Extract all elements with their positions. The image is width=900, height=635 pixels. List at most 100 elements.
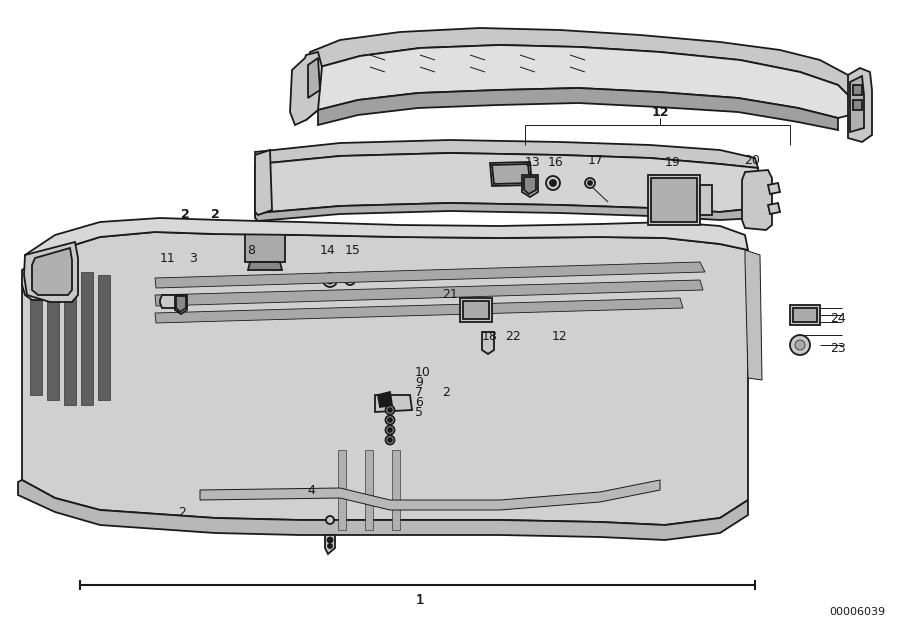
Polygon shape <box>848 68 872 142</box>
Text: 8: 8 <box>247 244 255 258</box>
Text: 3: 3 <box>189 251 197 265</box>
Circle shape <box>323 273 337 287</box>
Polygon shape <box>700 185 712 215</box>
Text: 22: 22 <box>505 330 521 344</box>
Polygon shape <box>24 242 78 302</box>
Text: 11: 11 <box>160 251 176 265</box>
Text: 12: 12 <box>552 330 568 344</box>
Polygon shape <box>378 392 392 407</box>
Circle shape <box>328 544 332 548</box>
Text: 2: 2 <box>211 208 220 222</box>
Polygon shape <box>22 232 748 525</box>
Circle shape <box>388 408 392 412</box>
Circle shape <box>328 537 332 542</box>
Polygon shape <box>47 275 59 400</box>
Text: 13: 13 <box>525 156 541 170</box>
Polygon shape <box>255 150 272 215</box>
Polygon shape <box>245 228 285 262</box>
Text: 4: 4 <box>307 483 315 497</box>
Circle shape <box>388 438 392 442</box>
Polygon shape <box>22 250 58 300</box>
Polygon shape <box>98 275 110 400</box>
Text: 15: 15 <box>345 244 361 258</box>
Polygon shape <box>460 298 492 322</box>
Polygon shape <box>790 305 820 325</box>
Polygon shape <box>25 218 748 270</box>
Text: 20: 20 <box>744 154 760 166</box>
Polygon shape <box>524 177 536 194</box>
Polygon shape <box>648 175 700 225</box>
Polygon shape <box>490 162 532 186</box>
Polygon shape <box>492 164 530 184</box>
Circle shape <box>546 176 560 190</box>
Circle shape <box>327 276 334 283</box>
Text: 5: 5 <box>415 406 423 420</box>
Polygon shape <box>255 203 758 221</box>
Text: 12: 12 <box>652 105 669 119</box>
Polygon shape <box>522 175 538 197</box>
Text: 00006039: 00006039 <box>829 607 885 617</box>
Polygon shape <box>18 480 748 540</box>
Polygon shape <box>482 332 494 354</box>
Circle shape <box>385 436 394 444</box>
Circle shape <box>385 415 394 425</box>
Polygon shape <box>850 76 864 132</box>
Polygon shape <box>248 262 282 270</box>
Polygon shape <box>305 45 850 120</box>
Text: 2: 2 <box>178 505 186 519</box>
Polygon shape <box>742 170 772 230</box>
Text: 2: 2 <box>442 387 450 399</box>
Polygon shape <box>308 28 855 95</box>
Polygon shape <box>242 225 288 265</box>
Text: 2: 2 <box>181 208 189 222</box>
Text: 9: 9 <box>415 375 423 389</box>
Polygon shape <box>255 140 758 168</box>
Polygon shape <box>768 183 780 194</box>
Text: 24: 24 <box>830 312 846 324</box>
Polygon shape <box>325 535 335 554</box>
Polygon shape <box>200 480 660 510</box>
Polygon shape <box>30 282 42 395</box>
Polygon shape <box>793 308 817 322</box>
Polygon shape <box>651 178 697 222</box>
Text: 1: 1 <box>416 594 424 606</box>
Circle shape <box>385 425 394 434</box>
Circle shape <box>345 275 355 285</box>
Polygon shape <box>160 295 175 308</box>
Polygon shape <box>338 450 346 530</box>
Polygon shape <box>64 272 76 405</box>
Text: 17: 17 <box>588 154 604 166</box>
Polygon shape <box>290 52 322 125</box>
Polygon shape <box>81 272 93 405</box>
Circle shape <box>550 180 556 186</box>
Polygon shape <box>176 296 186 312</box>
Text: 7: 7 <box>415 387 423 399</box>
Polygon shape <box>308 58 320 98</box>
Circle shape <box>388 418 392 422</box>
Text: 6: 6 <box>415 396 423 410</box>
Polygon shape <box>155 280 703 306</box>
Polygon shape <box>365 450 373 530</box>
Polygon shape <box>375 395 412 412</box>
Polygon shape <box>745 250 762 380</box>
Polygon shape <box>463 301 489 319</box>
Polygon shape <box>853 85 862 95</box>
Text: 1: 1 <box>416 593 425 607</box>
Circle shape <box>348 278 352 282</box>
Polygon shape <box>155 298 683 323</box>
Polygon shape <box>155 262 705 288</box>
Polygon shape <box>392 450 400 530</box>
Polygon shape <box>768 203 780 214</box>
Text: 18: 18 <box>482 330 498 344</box>
Circle shape <box>388 428 392 432</box>
Circle shape <box>585 178 595 188</box>
Text: 14: 14 <box>320 244 336 258</box>
Polygon shape <box>32 248 72 295</box>
Polygon shape <box>853 100 862 110</box>
Text: 16: 16 <box>548 156 564 170</box>
Text: 19: 19 <box>665 156 681 170</box>
Circle shape <box>326 516 334 524</box>
Text: 21: 21 <box>442 288 458 302</box>
Circle shape <box>385 406 394 415</box>
Text: 10: 10 <box>415 366 431 378</box>
